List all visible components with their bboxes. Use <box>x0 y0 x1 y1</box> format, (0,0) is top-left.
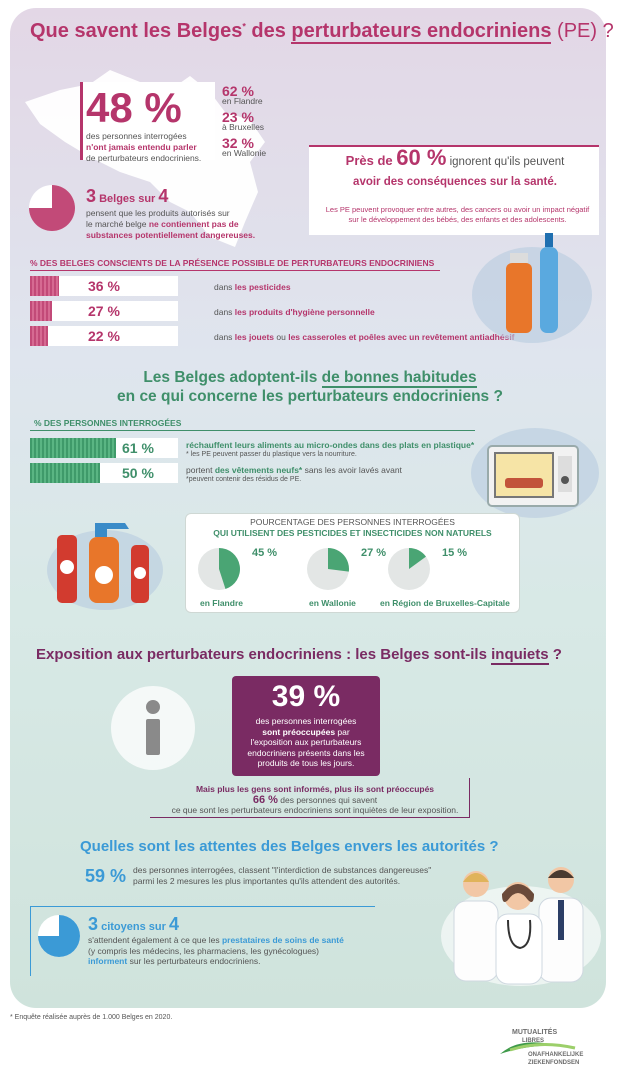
svg-text:ONAFHANKELIJKE: ONAFHANKELIJKE <box>528 1052 583 1058</box>
sprays-illustration <box>47 523 163 610</box>
pesticide-region-label: en Wallonie <box>309 598 356 608</box>
pesticide-pie <box>307 548 349 590</box>
pesticide-pie-slice <box>219 548 240 589</box>
expectations-text: des personnes interrogées, classent "l'i… <box>133 865 432 886</box>
svg-text:MUTUALITÉS: MUTUALITÉS <box>512 1027 557 1036</box>
pesticide-percent: 27 % <box>361 547 387 559</box>
habits-title-2: en ce qui concerne les perturbateurs end… <box>117 388 503 405</box>
habits-rule <box>30 430 475 431</box>
conscious-bar-fill <box>30 326 48 346</box>
mutualites-libres-logo: MUTUALITÉS LIBRES ONAFHANKELIJKE ZIEKENF… <box>500 1027 583 1066</box>
habit-bar-percent: 61 % <box>122 440 154 456</box>
pesticide-region-label: en Région de Bruxelles-Capitale <box>380 598 510 608</box>
worry-percent: 39 % <box>271 680 341 713</box>
conscious-bar-fill <box>30 301 52 321</box>
habit-bar-fill <box>30 463 100 483</box>
conscious-bar-track <box>30 301 178 321</box>
citizens-box <box>30 906 375 976</box>
doctors-illustration <box>441 867 601 986</box>
awareness-percent: 48 % <box>86 84 182 131</box>
pesticide-percent: 15 % <box>442 547 468 559</box>
health-line2: avoir des conséquences sur la santé. <box>353 176 557 188</box>
conscious-bar-fill <box>30 276 59 296</box>
worry-title: Exposition aux perturbateurs endocrinien… <box>36 646 562 665</box>
health-box <box>309 145 599 235</box>
worry-text: des personnes interrogées sont préoccupé… <box>247 716 365 768</box>
worry-box <box>232 676 380 776</box>
conscious-bar-label: dans les produits d'hygiène personnelle <box>214 307 375 317</box>
pesticides-title-1: POURCENTAGE DES PERSONNES INTERROGÉES <box>250 517 455 527</box>
products-text: pensent que les produits autorisés sur l… <box>86 208 256 240</box>
informed-box <box>150 778 470 818</box>
conscious-header: % DES BELGES CONSCIENTS DE LA PRÉSENCE P… <box>30 258 435 268</box>
expectations-percent: 59 % <box>85 866 127 886</box>
habits-header: % DES PERSONNES INTERROGÉES <box>34 418 182 428</box>
conscious-bar-percent: 22 % <box>88 328 120 344</box>
conscious-bar-label: dans les pesticides <box>214 282 291 292</box>
survey-footnote: * Enquête réalisée auprès de 1.000 Belge… <box>10 1014 173 1021</box>
health-note: Les PE peuvent provoquer entre autres, d… <box>325 205 590 224</box>
region-brussels: 23 % à Bruxelles <box>222 109 265 132</box>
microwave-illustration <box>471 428 599 518</box>
health-headline: Près de 60 % ignorent qu'ils peuvent <box>345 145 565 170</box>
habit-bar-percent: 50 % <box>122 465 154 481</box>
region-flanders: 62 % en Flandre <box>222 83 263 106</box>
habit-label-clothes: portent des vêtements neufs* sans les av… <box>186 465 402 483</box>
conscious-rule <box>30 270 440 271</box>
pesticide-pie <box>388 548 430 590</box>
pesticide-region-label: en Flandre <box>200 598 243 608</box>
page-title: Que savent les Belges* des perturbateurs… <box>30 20 614 44</box>
svg-text:LIBRES: LIBRES <box>522 1038 544 1044</box>
awareness-text: des personnes interrogées n'ont jamais e… <box>86 131 202 163</box>
products-headline: 3 Belges sur 4 <box>86 186 169 206</box>
conscious-bar-track <box>30 276 178 296</box>
pesticide-pie <box>198 548 240 590</box>
three-of-four-pie <box>29 185 75 231</box>
citizens-text: s'attendent également à ce que les prest… <box>88 935 344 966</box>
citizens-pie <box>38 915 80 957</box>
citizens-headline: 3 citoyens sur 4 <box>88 914 179 934</box>
habit-label-microwave: réchauffent leurs aliments au micro-onde… <box>186 440 475 458</box>
conscious-bar-track <box>30 326 178 346</box>
conscious-bar-label: dans les jouets ou les casseroles et poê… <box>214 332 515 342</box>
pesticide-pie-slice <box>328 548 349 572</box>
awareness-box <box>80 82 215 160</box>
habit-bar-fill <box>30 438 116 458</box>
region-wallonia: 32 % en Wallonie <box>222 135 267 158</box>
info-icon <box>111 686 195 770</box>
habits-title-1: Les Belges adoptent-ils de bonnes habitu… <box>143 369 477 388</box>
svg-text:ZIEKENFONDSEN: ZIEKENFONDSEN <box>528 1060 579 1066</box>
pesticides-title-2: QUI UTILISENT DES PESTICIDES ET INSECTIC… <box>213 528 492 538</box>
informed-text: Mais plus les gens sont informés, plus i… <box>171 784 459 815</box>
conscious-bar-percent: 36 % <box>88 278 120 294</box>
bottles-illustration <box>472 233 592 343</box>
expectations-title: Quelles sont les attentes des Belges env… <box>80 838 499 855</box>
pesticides-box <box>185 513 520 613</box>
pesticide-pie-slice <box>409 548 426 569</box>
pesticide-percent: 45 % <box>252 547 278 559</box>
conscious-bar-percent: 27 % <box>88 303 120 319</box>
